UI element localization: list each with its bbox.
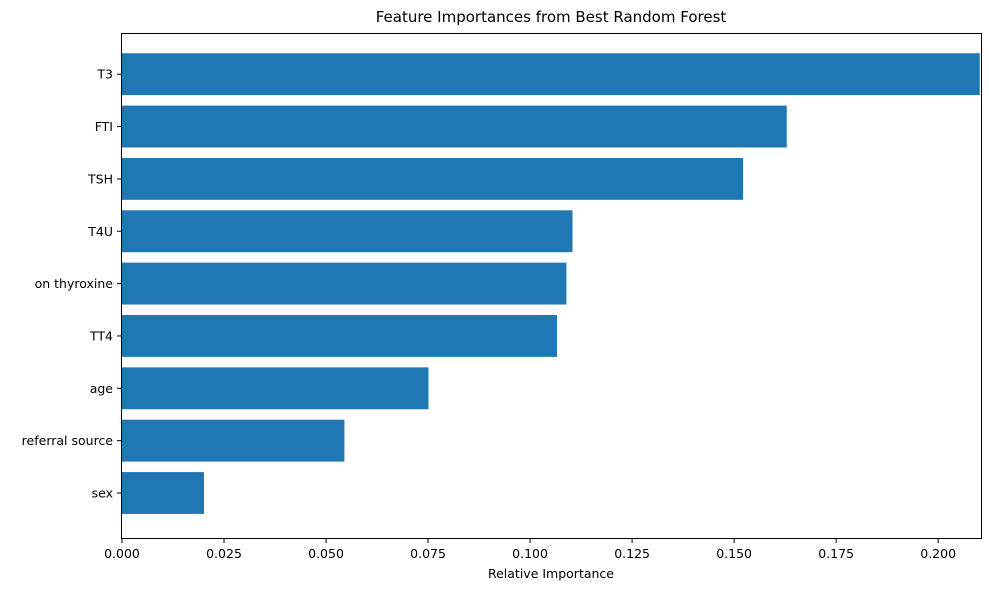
bar-referral-source bbox=[122, 419, 345, 462]
x-tick-label: 0.100 bbox=[512, 546, 548, 561]
y-tick-label-t4u: T4U bbox=[87, 224, 113, 239]
chart-title: Feature Importances from Best Random For… bbox=[376, 8, 727, 26]
bar-t4u bbox=[122, 210, 573, 253]
y-tick-label-referral-source: referral source bbox=[22, 433, 114, 448]
bar-fti bbox=[122, 105, 787, 148]
bar-tsh bbox=[122, 157, 744, 200]
y-tick-label-age: age bbox=[90, 381, 114, 396]
y-axis-ticks: sex referral source age TT4 on thyroxine T4U T… bbox=[22, 67, 122, 501]
x-tick-label: 0.000 bbox=[104, 546, 140, 561]
x-tick-label: 0.125 bbox=[614, 546, 650, 561]
plot-frame bbox=[121, 33, 982, 539]
y-tick-label-tsh: TSH bbox=[87, 171, 113, 186]
y-tick-label-fti: FTI bbox=[95, 119, 113, 134]
bar-on-thyroxine bbox=[122, 262, 567, 305]
y-tick-label-sex: sex bbox=[92, 486, 113, 501]
x-axis-ticks: 0.000 0.025 0.050 0.075 0.100 0.125 0.150 0.175… bbox=[104, 538, 956, 561]
x-tick-label: 0.075 bbox=[410, 546, 446, 561]
x-tick-label: 0.150 bbox=[716, 546, 752, 561]
y-tick-label-tt4: TT4 bbox=[89, 328, 113, 343]
x-axis-label: Relative Importance bbox=[488, 566, 614, 581]
x-tick-label: 0.050 bbox=[308, 546, 344, 561]
x-tick-label: 0.200 bbox=[920, 546, 956, 561]
y-tick-label-t3: T3 bbox=[96, 67, 113, 82]
bar-sex bbox=[122, 472, 205, 514]
y-tick-label-on-thyroxine: on thyroxine bbox=[35, 276, 114, 291]
bar-age bbox=[122, 367, 429, 410]
bar-t3 bbox=[122, 53, 980, 96]
bar-tt4 bbox=[122, 315, 558, 357]
bars-layer bbox=[122, 53, 980, 514]
x-tick-label: 0.175 bbox=[818, 546, 854, 561]
x-tick-label: 0.025 bbox=[206, 546, 242, 561]
